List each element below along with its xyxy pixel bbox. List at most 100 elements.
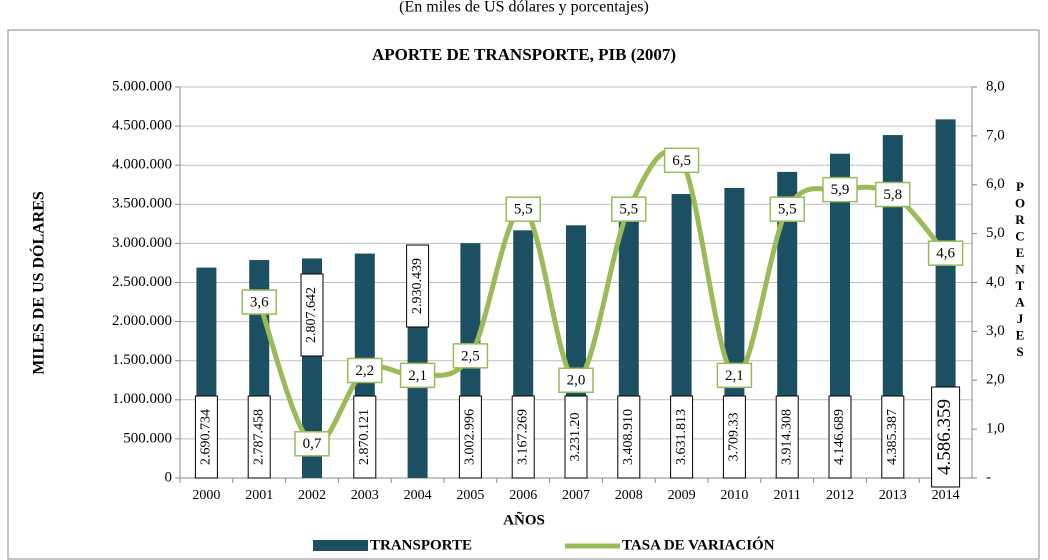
y2-tick-label: 1,0 [986,421,1005,437]
line-label-box [875,181,911,208]
y-axis-label: MILES DE US DÓLARES [29,191,48,375]
bar-value-label: 4.385.387 [885,409,900,465]
x-tick-label: 2011 [773,488,800,503]
x-axis-label: AÑOS [503,510,545,528]
y2-tick-label: 7,0 [986,127,1005,143]
line-value-label: 0,7 [303,436,322,452]
bar-label-box [881,395,905,479]
chart-title: APORTE DE TRANSPORTE, PIB (2007) [372,45,676,64]
x-tick-label: 2008 [615,488,643,503]
legend-swatch [313,540,368,551]
x-tick-label: 2014 [932,488,960,503]
line-label-box [399,362,436,389]
bar-label-box [406,244,430,328]
y2-tick-label: 8,0 [986,78,1005,94]
bar-label-box [722,395,746,479]
y2-axis-label-letter: C [1015,228,1024,243]
bar-label-box [353,395,377,479]
y2-axis-label-letter: E [1016,245,1025,260]
line-label-box [822,176,858,203]
y2-tick-label: 6,0 [986,176,1005,192]
y-tick-label: 1.500.000 [112,352,172,368]
x-tick-label: 2012 [826,488,854,503]
bar-label-box [511,395,535,479]
line-value-label: 2,1 [725,368,744,384]
bar-value-label: 3.408.910 [621,409,636,465]
line-label-box [505,196,541,222]
bar-label-box [194,395,218,479]
bar-label-box [775,395,799,479]
y-tick-label: 4.000.000 [112,157,172,173]
bar-value-label: 2.870.121 [357,409,372,465]
y2-axis-label-letter: N [1015,261,1025,276]
y2-tick-label: 3,0 [986,323,1005,339]
bar-label-box [300,273,324,357]
line-label-box [558,367,594,393]
line-label-box [927,240,964,266]
bar-value-label: 3.631.813 [674,409,689,465]
x-tick-label: 2004 [404,488,432,503]
line-value-label: 2,2 [355,363,374,379]
y2-tick-label: - [986,469,991,485]
bar-value-label: 2.787.458 [251,409,266,465]
y2-axis-label-letter: J [1017,311,1024,326]
y2-axis-label-letter: O [1015,195,1025,210]
y2-axis-label-letter: A [1015,294,1025,309]
x-tick-label: 2009 [668,488,696,503]
line-value-label: 2,5 [461,348,480,364]
bar-value-label: 4.586.359 [934,399,955,475]
y2-tick-label: 5,0 [986,225,1005,241]
y-tick-label: 1.000.000 [112,391,172,407]
line-label-box [611,196,647,222]
x-tick-label: 2013 [879,488,907,503]
bar-value-label: 2.690.734 [199,409,214,465]
bar-label-box [617,395,641,479]
bar-value-label: 3.002.996 [463,409,478,465]
x-tick-label: 2007 [562,488,590,503]
y-tick-label: 3.000.000 [112,235,172,251]
y-tick-label: 4.500.000 [112,118,172,134]
line-label-box [241,289,277,315]
bar-value-label: 3.914.308 [779,409,794,465]
bar-label-box [458,395,482,479]
bar-label-box [828,395,852,479]
y2-axis-label-letter: E [1016,327,1025,342]
legend-label: TASA DE VARIACIÓN [622,536,775,553]
y-tick-label: 0 [165,469,173,485]
bar-label-box [564,395,588,479]
line-value-label: 5,5 [514,202,533,218]
x-tick-label: 2000 [192,488,220,503]
line-label-box [347,357,383,384]
line-label-box [663,147,700,174]
bar [882,135,903,478]
bar-value-label: 3.709.33 [727,413,742,462]
y2-axis-label-letter: R [1015,212,1025,227]
line-label-box [769,196,805,222]
line-value-label: 6,5 [672,153,691,169]
bar-value-label: 3.167.269 [515,409,530,465]
x-tick-label: 2005 [456,488,484,503]
y2-tick-label: 2,0 [986,372,1005,388]
line-label-box [716,362,753,389]
bar-value-label: 2.930.439 [410,258,425,314]
chart-subtitle: (En miles de US dólares y porcentajes) [399,0,649,16]
line-label-box [294,431,330,457]
bar-value-label: 4.146.689 [832,409,847,465]
y-tick-label: 500.000 [123,430,172,446]
y-tick-label: 2.500.000 [112,274,172,290]
bar-value-label: 3.231.20 [568,413,583,462]
x-tick-label: 2001 [245,488,273,503]
y-tick-label: 5.000.000 [112,78,172,94]
x-tick-label: 2002 [298,488,326,503]
x-tick-label: 2010 [720,488,748,503]
bar-label-box [931,386,961,488]
x-tick-label: 2003 [351,488,379,503]
y2-tick-label: 4,0 [986,274,1005,290]
y-tick-label: 3.500.000 [112,196,172,212]
x-tick-label: 2006 [509,488,537,503]
line-value-label: 5,5 [619,202,638,218]
line-value-label: 5,9 [831,182,850,198]
bar-value-label: 2.807.642 [304,287,319,343]
y-tick-label: 2.000.000 [112,313,172,329]
legend-label: TRANSPORTE [370,537,472,553]
